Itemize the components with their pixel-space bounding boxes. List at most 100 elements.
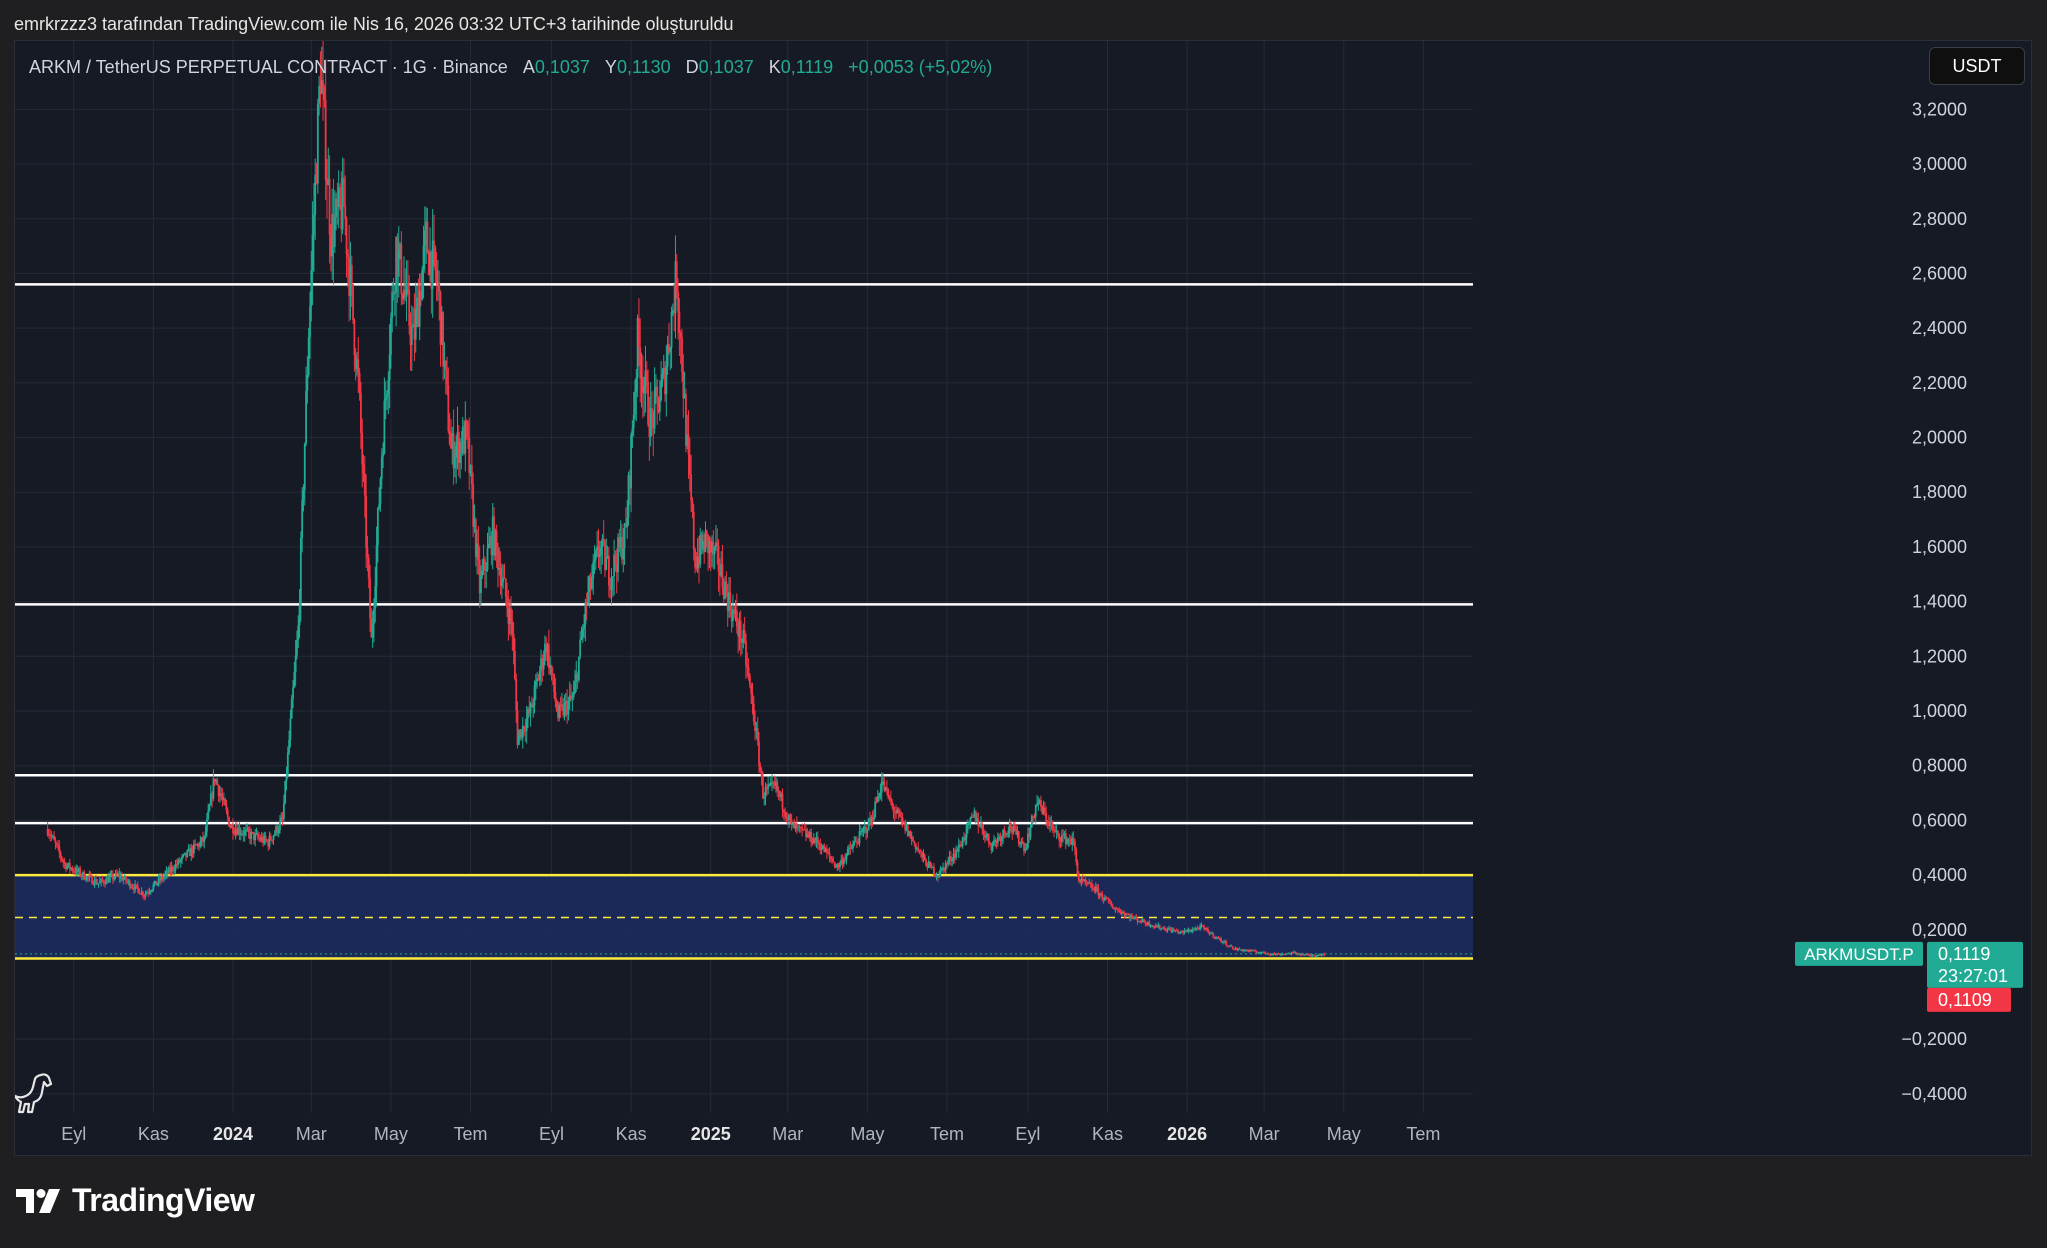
candle-body [528,709,531,714]
candle-body [862,828,865,832]
candle-body [889,797,892,802]
candle-body [936,875,939,878]
candle-body [1152,925,1155,927]
candle-body [450,443,452,449]
candle-body [413,324,416,340]
candle-body [306,374,309,391]
candle-body [508,608,511,624]
candle-body [127,880,130,882]
candle-body [145,892,148,894]
candle-body [108,877,110,883]
candle-body [71,867,74,871]
candle-body [343,178,345,207]
candle-body [409,325,412,345]
candle-body [371,624,374,638]
candle-body [530,703,533,708]
symbol-tag-label: ARKMUSDT.P [1804,945,1914,964]
candle-body [730,610,733,621]
candle-body [555,701,558,711]
candle-body [930,863,933,868]
candle-body [568,695,571,702]
candle-body [521,726,524,738]
candle-body [327,178,330,185]
candle-body [790,819,793,823]
candle-body [523,726,525,731]
candle-body [989,842,991,845]
candle-body [1177,930,1179,933]
candle-body [348,257,351,297]
candle-body [1288,953,1290,955]
candle-body [1170,929,1173,932]
candle-body [516,710,519,745]
candle-body [660,381,663,401]
candle-body [209,793,212,806]
candle-body [318,85,321,104]
candle-body [758,741,760,766]
candle-body [328,178,331,235]
low-price-tag-bg [1927,987,2011,1012]
candle-body [1286,953,1289,955]
candle-body [187,848,190,851]
candle-body [1196,927,1199,929]
candle-body [125,876,127,882]
candle-body [784,812,787,817]
candle-body [149,891,152,893]
candle-body [200,837,203,842]
candle-body [708,540,711,554]
candle-body [970,816,973,818]
candle-body [1225,941,1228,946]
candle-body [657,396,660,412]
candle-body [401,293,404,300]
candle-body [943,867,946,871]
candle-body [712,541,715,555]
candle-body [1147,921,1149,925]
candle-body [503,577,506,579]
candle-body [1220,938,1222,942]
candle-body [933,866,935,875]
candle-body [464,421,467,454]
currency-button[interactable]: USDT [1929,47,2025,85]
candle-body [1318,954,1320,956]
candle-body [1046,821,1049,823]
candle-body [309,306,311,338]
candle-body [905,825,908,831]
candle-body [566,700,569,715]
candle-body [805,830,807,837]
price-chart[interactable]: 3,2000 3,0000 2,8000 2,6000 2,4000 2,2000 2,00… [15,41,2031,1155]
candle-body [1070,841,1072,845]
candle-body [277,830,280,833]
candle-body [1278,953,1281,956]
candle-body [1229,945,1232,947]
candle-body [1281,954,1284,956]
candle-body [1030,815,1033,828]
candle-body [644,370,647,387]
candle-body [705,530,708,535]
candle-body [579,639,582,657]
chart-panel[interactable]: 3,2000 3,0000 2,8000 2,6000 2,4000 2,2000 2,00… [13,40,2032,1156]
candle-body [1251,950,1254,952]
candle-body [294,655,297,673]
candle-body [1263,951,1266,953]
candle-body [469,465,472,474]
candle-body [399,243,401,251]
candle-body [179,859,182,863]
candle-body [799,826,802,828]
candle-body [495,530,498,548]
candle-body [1100,893,1102,895]
candle-body [733,609,736,614]
candle-body [1139,921,1142,923]
candle-body [1207,929,1209,932]
candle-body [1040,800,1042,807]
candle-body [596,546,599,552]
candle-body [222,798,225,800]
candle-body [333,217,336,247]
candle-body [198,844,200,847]
candle-body [459,441,462,464]
candle-body [1128,915,1131,919]
candle-body [1114,908,1117,910]
candle-body [520,729,523,738]
candle-body [62,860,65,863]
candle-body [1224,941,1226,943]
candle-body [91,875,93,884]
candle-body [532,705,535,708]
